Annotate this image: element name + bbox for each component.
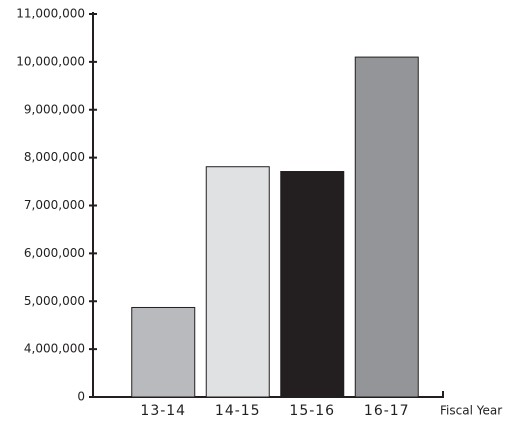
y-tick-label: 9,000,000 (24, 102, 85, 116)
x-axis-title: Fiscal Year (440, 404, 502, 418)
y-tick-label: 11,000,000 (16, 7, 85, 21)
y-tick-label: 8,000,000 (24, 150, 85, 164)
y-tick-label: 10,000,000 (16, 54, 85, 68)
y-tick-label: 4,000,000 (24, 342, 85, 356)
bar (354, 56, 419, 398)
bar (280, 171, 345, 398)
y-tick-label: 5,000,000 (24, 294, 85, 308)
bar (131, 306, 196, 398)
x-tick-label: 16-17 (364, 403, 410, 419)
y-tick-label: 6,000,000 (24, 246, 85, 260)
y-tick-label: 0 (77, 390, 85, 404)
y-tick-label: 7,000,000 (24, 198, 85, 212)
x-tick-label: 13-14 (140, 403, 186, 419)
bar (205, 166, 270, 398)
x-tick-label: 14-15 (215, 403, 261, 419)
x-tick-label: 15-16 (289, 403, 335, 419)
